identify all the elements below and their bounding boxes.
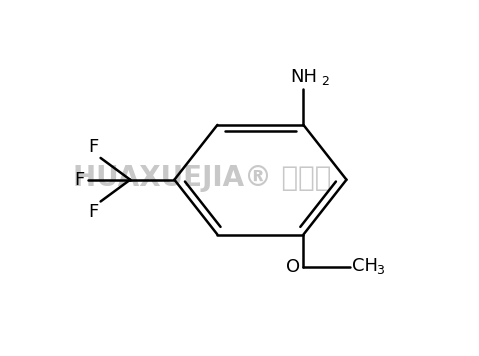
Text: F: F — [74, 171, 85, 189]
Text: 2: 2 — [321, 75, 329, 88]
Text: CH: CH — [352, 257, 378, 275]
Text: NH: NH — [290, 68, 317, 86]
Text: HUAXUEJIA® 化学加: HUAXUEJIA® 化学加 — [73, 164, 331, 192]
Text: F: F — [88, 138, 98, 156]
Text: 3: 3 — [376, 264, 384, 277]
Text: O: O — [286, 258, 300, 276]
Text: F: F — [88, 203, 98, 221]
